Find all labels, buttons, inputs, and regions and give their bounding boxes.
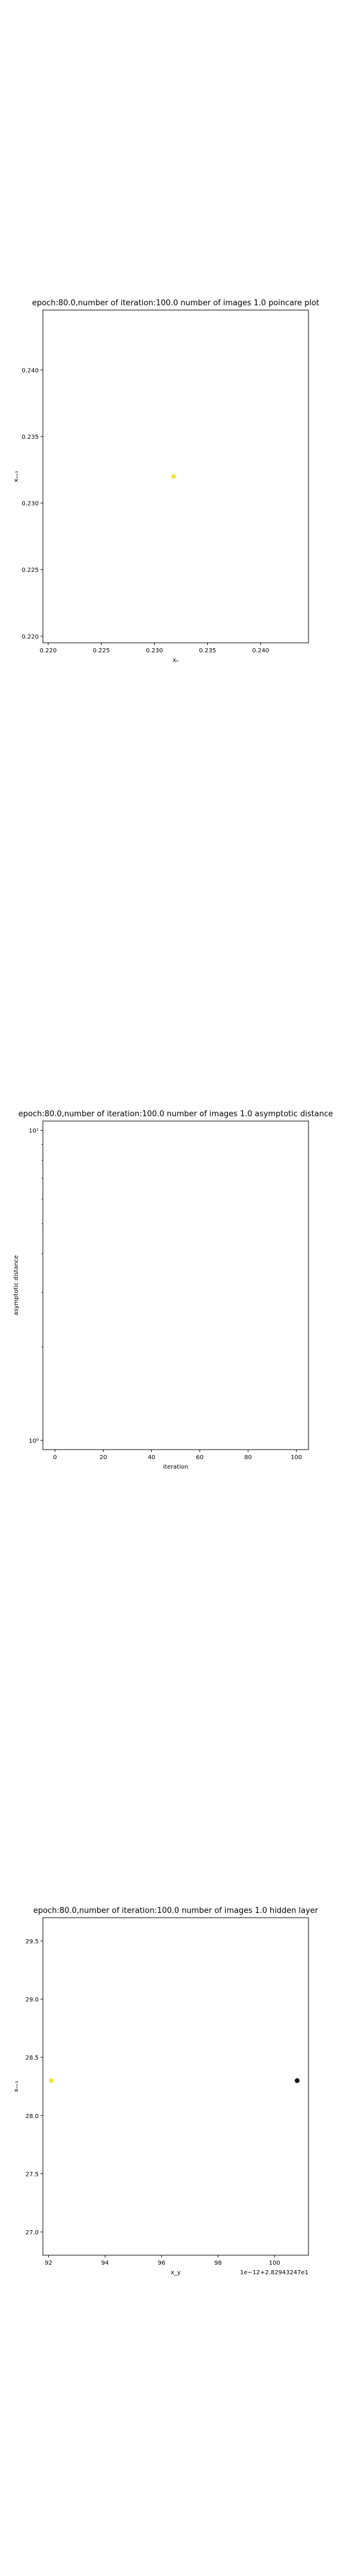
x-tick-label: 100 — [269, 2260, 280, 2267]
x-tick-label: 0.225 — [93, 648, 110, 654]
y-axis-label: xₙ₊₁ — [13, 470, 20, 482]
y-tick-label: 10⁰ — [29, 1438, 39, 1444]
y-tick-label: 28.0 — [26, 2113, 39, 2120]
x-axis-label: x_y — [171, 2270, 181, 2276]
chart-3: epoch:80.0,number of iteration:100.0 num… — [13, 1906, 319, 2276]
x-axis-label: xₙ — [173, 657, 179, 664]
chart-1: epoch:80.0,number of iteration:100.0 num… — [13, 299, 319, 664]
x-offset-label: 1e−12+2.82943247e1 — [240, 2270, 308, 2276]
plot-frame — [42, 1120, 309, 1450]
x-tick-label: 98 — [214, 2260, 222, 2267]
y-tick-label: 29.5 — [26, 1939, 39, 1945]
y-tick-label: 0.230 — [21, 501, 39, 507]
y-axis-label: asymptotic distance — [13, 1255, 20, 1315]
x-tick-label: 92 — [45, 2260, 52, 2267]
x-tick-label: 0.220 — [40, 648, 57, 654]
data-point — [295, 2078, 300, 2083]
y-tick-label: 10¹ — [29, 1128, 39, 1135]
x-tick-label: 96 — [158, 2260, 166, 2267]
y-tick-label: 0.220 — [21, 634, 39, 640]
x-tick-label: 94 — [101, 2260, 109, 2267]
chart-2: epoch:80.0,number of iteration:100.0 num… — [13, 1110, 333, 1470]
x-tick-label: 60 — [196, 1454, 204, 1461]
y-tick-label: 0.235 — [21, 434, 39, 441]
data-point — [171, 474, 176, 479]
x-tick-label: 0 — [53, 1454, 57, 1461]
x-tick-label: 80 — [244, 1454, 252, 1461]
y-tick-label: 28.5 — [26, 2055, 39, 2061]
y-axis-label: xₙ₊₁ — [13, 2080, 20, 2092]
data-point — [49, 2078, 54, 2083]
y-tick-label: 0.225 — [21, 567, 39, 574]
x-tick-label: 40 — [148, 1454, 155, 1461]
x-tick-label: 0.235 — [199, 648, 216, 654]
x-tick-label: 0.240 — [252, 648, 269, 654]
x-tick-label: 20 — [99, 1454, 107, 1461]
x-tick-label: 0.230 — [146, 648, 163, 654]
y-tick-label: 0.240 — [21, 367, 39, 374]
plot-frame — [42, 309, 309, 643]
chart-title: epoch:80.0,number of iteration:100.0 num… — [32, 299, 319, 308]
chart-title: epoch:80.0,number of iteration:100.0 num… — [18, 1110, 333, 1119]
x-axis-label: iteration — [163, 1464, 188, 1470]
chart-title: epoch:80.0,number of iteration:100.0 num… — [33, 1906, 319, 1915]
y-tick-label: 29.0 — [26, 1997, 39, 2004]
x-tick-label: 100 — [291, 1454, 302, 1461]
plot-frame — [42, 1917, 309, 2256]
y-tick-label: 27.0 — [26, 2230, 39, 2236]
y-tick-label: 27.5 — [26, 2171, 39, 2178]
